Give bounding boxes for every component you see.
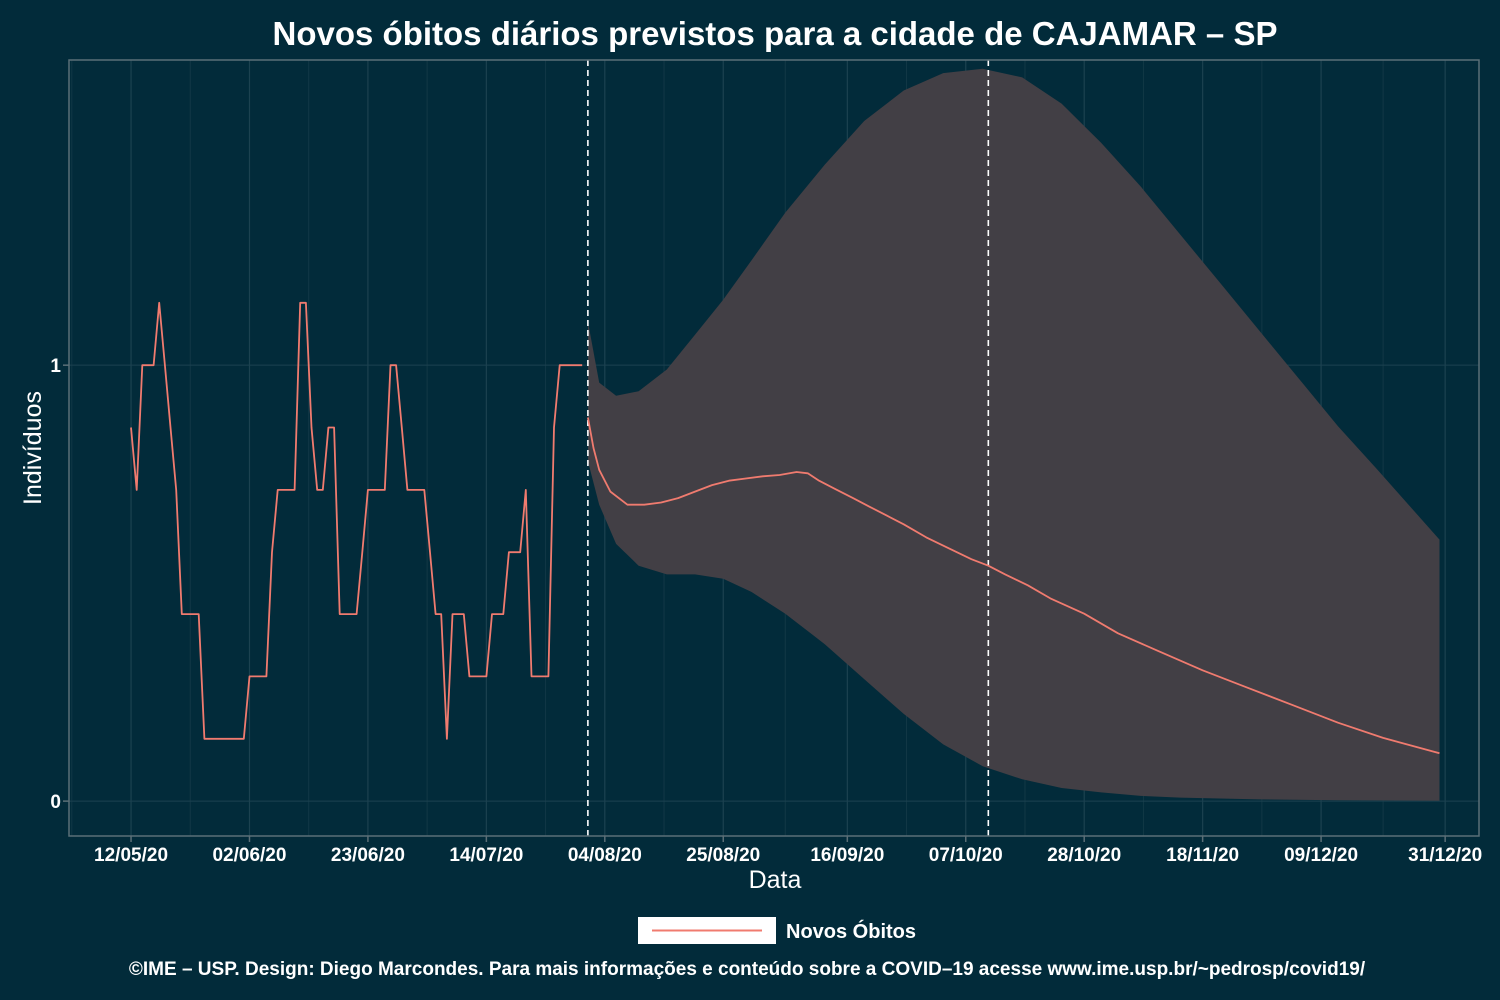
series-lines bbox=[130, 301, 1440, 755]
y-axis-label: Indivíduos bbox=[19, 391, 47, 505]
plot-border bbox=[68, 59, 1480, 837]
x-tick-label: 23/06/20 bbox=[331, 845, 405, 866]
footer-caption: ©IME – USP. Design: Diego Marcondes. Par… bbox=[129, 959, 1366, 980]
x-axis-ticks: 12/05/20 02/06/20 23/06/20 14/07/20 04/08/20… bbox=[94, 836, 1482, 866]
y-axis-ticks: 01 bbox=[50, 356, 69, 813]
x-tick-label: 25/08/20 bbox=[686, 845, 760, 866]
y-tick-label: 0 bbox=[50, 792, 61, 813]
x-tick-label: 28/10/20 bbox=[1047, 845, 1121, 866]
x-tick-label: 02/06/20 bbox=[212, 845, 286, 866]
observed-deaths-line bbox=[130, 301, 583, 740]
confidence-band-layer bbox=[587, 68, 1440, 801]
chart-title: Novos óbitos diários previstos para a ci… bbox=[273, 15, 1278, 52]
x-axis-label: Data bbox=[749, 866, 802, 894]
x-tick-label: 09/12/20 bbox=[1284, 845, 1358, 866]
plot-area bbox=[68, 59, 1480, 837]
legend: Novos Óbitos bbox=[638, 917, 916, 944]
y-tick-label: 1 bbox=[50, 356, 61, 377]
x-tick-label: 31/12/20 bbox=[1408, 845, 1482, 866]
legend-label: Novos Óbitos bbox=[786, 919, 916, 943]
x-tick-label: 07/10/20 bbox=[929, 845, 1003, 866]
x-tick-label: 12/05/20 bbox=[94, 845, 168, 866]
predicted-deaths-line bbox=[587, 417, 1440, 755]
x-tick-label: 18/11/20 bbox=[1166, 845, 1239, 866]
confidence-band bbox=[587, 68, 1440, 801]
x-tick-label: 04/08/20 bbox=[568, 845, 642, 866]
x-tick-label: 14/07/20 bbox=[449, 845, 523, 866]
x-tick-label: 16/09/20 bbox=[810, 845, 884, 866]
